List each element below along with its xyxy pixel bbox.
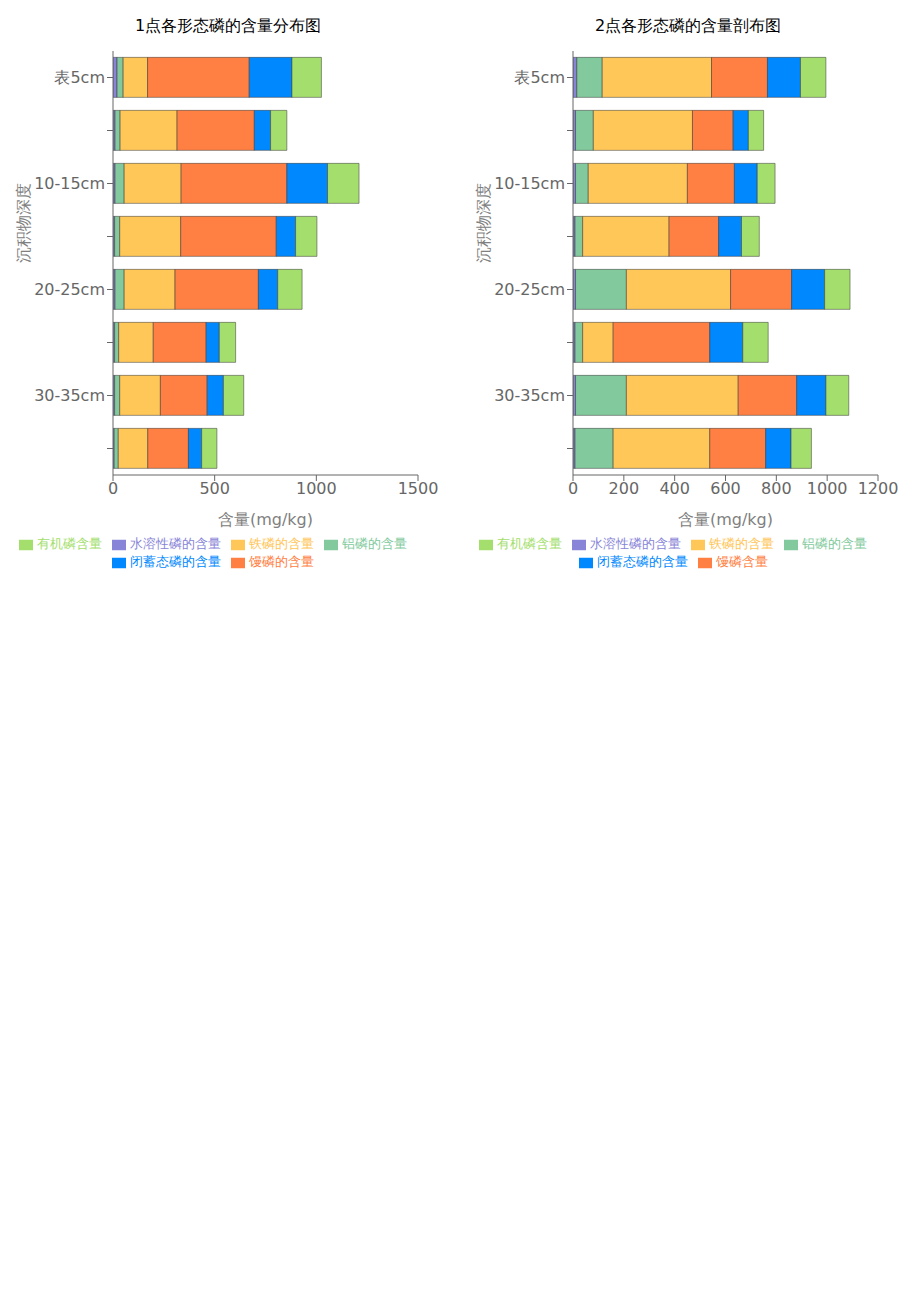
svg-text:1200: 1200 xyxy=(858,479,899,498)
svg-text:200: 200 xyxy=(609,479,640,498)
svg-text:30-35cm: 30-35cm xyxy=(494,386,565,405)
svg-text:400: 400 xyxy=(659,479,690,498)
html-text:水溶性磷的含量: 水溶性磷的含量 xyxy=(130,536,221,551)
html-text:铁磷的含量: 铁磷的含量 xyxy=(709,536,774,551)
svg-text:10-15cm: 10-15cm xyxy=(34,174,105,193)
html-text:有机磷含量: 有机磷含量 xyxy=(37,536,102,551)
html-text:铝磷的含量: 铝磷的含量 xyxy=(802,536,867,551)
svg-text:10-15cm: 10-15cm xyxy=(494,174,565,193)
svg-text:表5cm: 表5cm xyxy=(54,68,105,87)
svg-text:800: 800 xyxy=(761,479,792,498)
svg-text:20-25cm: 20-25cm xyxy=(34,280,105,299)
svg-text:600: 600 xyxy=(710,479,741,498)
html-text:水溶性磷的含量: 水溶性磷的含量 xyxy=(590,536,681,551)
svg-text:1500: 1500 xyxy=(398,479,439,498)
svg-text:0: 0 xyxy=(108,479,118,498)
html-text:闭蓄态磷的含量: 闭蓄态磷的含量 xyxy=(596,554,688,569)
svg-text:1000: 1000 xyxy=(296,479,337,498)
html-text:有机磷含量: 有机磷含量 xyxy=(497,536,562,551)
svg-text:1000: 1000 xyxy=(807,479,848,498)
html-text:2点各形态磷的含量剖布图: 2点各形态磷的含量剖布图 xyxy=(594,16,782,35)
svg-text:20-25cm: 20-25cm xyxy=(494,280,565,299)
html-text:铝磷的含量: 铝磷的含量 xyxy=(342,536,407,551)
svg-text:表5cm: 表5cm xyxy=(514,68,565,87)
svg-text:沉积物深度: 沉积物深度 xyxy=(474,183,493,263)
html-text:馒磷的含量: 馒磷的含量 xyxy=(249,554,314,569)
html-text:闭蓄态磷的含量: 闭蓄态磷的含量 xyxy=(130,554,221,569)
html-text:铁磷的含量: 铁磷的含量 xyxy=(249,536,314,551)
html-text:1点各形态磷的含量分布图: 1点各形态磷的含量分布图 xyxy=(134,16,322,35)
svg-text:500: 500 xyxy=(199,479,230,498)
svg-text:30-35cm: 30-35cm xyxy=(34,386,105,405)
svg-text:含量(mg/kg): 含量(mg/kg) xyxy=(678,510,773,529)
html-text:馒磷含量: 馒磷含量 xyxy=(715,554,768,569)
svg-text:0: 0 xyxy=(568,479,578,498)
svg-text:含量(mg/kg): 含量(mg/kg) xyxy=(218,510,313,529)
svg-text:沉积物深度: 沉积物深度 xyxy=(14,183,33,263)
